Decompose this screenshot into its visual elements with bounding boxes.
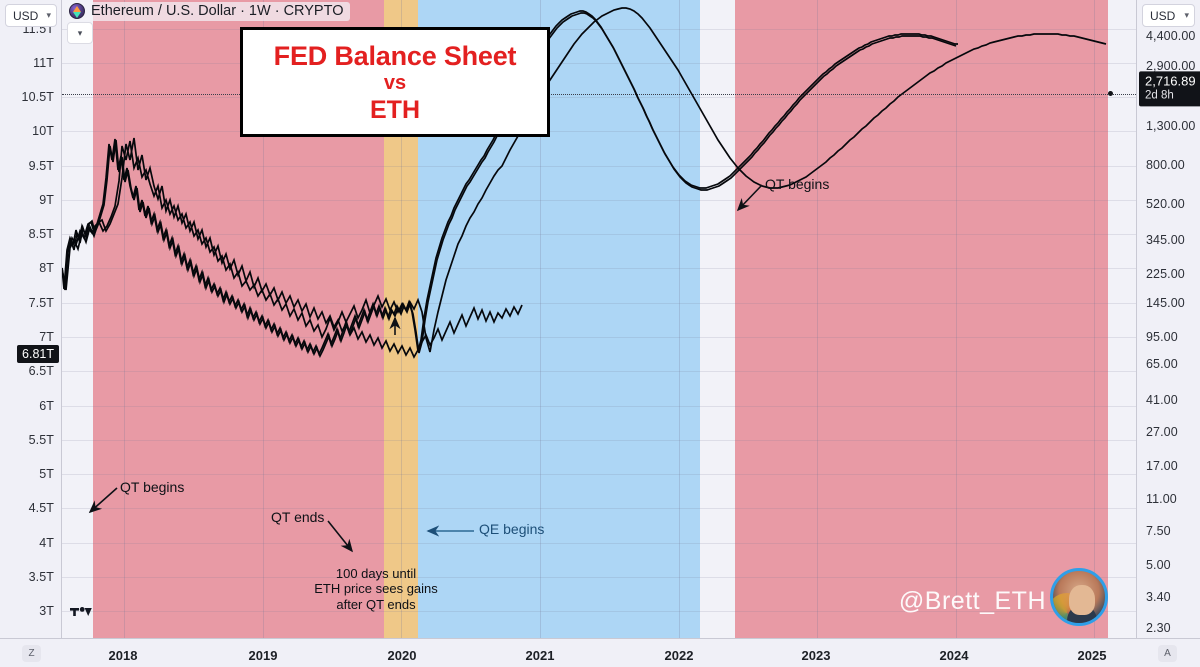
left-tick: 10.5T — [21, 90, 54, 104]
left-tick: 6.5T — [28, 364, 54, 378]
right-tick: 41.00 — [1146, 393, 1178, 407]
left-tick: 8.5T — [28, 227, 54, 241]
right-currency-label: USD — [1150, 8, 1176, 23]
tradingview-logo-icon — [70, 603, 94, 624]
annotation-100-days-l3: after QT ends — [336, 596, 416, 612]
right-tick: 17.00 — [1146, 459, 1178, 473]
price-crosshair-line — [62, 94, 1136, 95]
left-tick: 9.5T — [28, 159, 54, 173]
left-tick: 3T — [39, 604, 54, 618]
time-axis[interactable]: Z 2018 2019 2020 2021 2022 2023 2024 202… — [0, 638, 1200, 667]
date-label: 2019 — [248, 648, 278, 663]
annotation-qt-begins-2: QT begins — [765, 176, 830, 192]
left-tick: 7T — [39, 330, 54, 344]
symbol-title: Ethereum / U.S. Dollar · 1W · CRYPTO — [91, 3, 344, 19]
right-price-axis[interactable]: 4,400.00 2,900.00 2,000.00 2,716.89 2d 8… — [1136, 0, 1200, 638]
right-tick: 145.00 — [1146, 296, 1185, 310]
right-tick: 3.40 — [1146, 590, 1171, 604]
right-tick: 2.30 — [1146, 621, 1171, 635]
right-tick: 27.00 — [1146, 425, 1178, 439]
date-label: 2023 — [801, 648, 831, 663]
date-label: 2024 — [939, 648, 969, 663]
annotation-100-days-l2: ETH price sees gains — [314, 581, 438, 597]
shaded-region-qt-2 — [735, 0, 1108, 638]
chevron-down-icon: ▾ — [46, 10, 51, 20]
title-line-1: FED Balance Sheet — [273, 41, 517, 72]
title-line-2: vs — [383, 71, 407, 94]
date-label: 2025 — [1077, 648, 1107, 663]
left-tick: 3.5T — [28, 570, 54, 584]
last-price-marker — [1108, 91, 1113, 96]
right-price-countdown: 2d 8h — [1145, 89, 1174, 102]
left-tick: 9T — [39, 193, 54, 207]
left-currency-label: USD — [13, 8, 39, 23]
left-tick: 4T — [39, 536, 54, 550]
annotation-qt-ends: QT ends — [271, 509, 325, 525]
watermark-handle: @Brett_ETH — [898, 587, 1046, 615]
timezone-button[interactable]: Z — [22, 645, 41, 662]
log-scale-button[interactable]: A — [1158, 645, 1177, 662]
title-line-3: ETH — [370, 95, 420, 124]
left-currency-selector[interactable]: USD ▾ — [5, 4, 57, 27]
right-tick: 1,300.00 — [1146, 119, 1196, 133]
chevron-down-icon: ▾ — [77, 27, 83, 38]
right-tick: 345.00 — [1146, 233, 1185, 247]
eth-price-actual — [62, 137, 523, 359]
left-tick: 10T — [32, 124, 54, 138]
right-tick: 95.00 — [1146, 330, 1178, 344]
right-currency-selector[interactable]: USD ▾ — [1142, 4, 1195, 27]
profile-avatar-icon — [1050, 568, 1108, 626]
annotation-qe-begins: QE begins — [479, 521, 545, 537]
date-label: 2020 — [387, 648, 417, 663]
chart-legend-collapse-button[interactable]: ▾ — [67, 22, 93, 44]
right-tick: 2,900.00 — [1146, 59, 1196, 73]
left-tick: 5T — [39, 467, 54, 481]
right-tick: 800.00 — [1146, 158, 1185, 172]
left-tick: 4.5T — [28, 501, 54, 515]
left-price-axis[interactable]: 11.5T 11T 10.5T 10T 9.5T 9T 8.5T 8T 7.5T… — [0, 0, 62, 638]
title-card: FED Balance Sheet vs ETH — [240, 27, 550, 137]
date-label: 2018 — [108, 648, 138, 663]
annotation-qt-begins-1: QT begins — [120, 479, 185, 495]
chart-plot-area[interactable]: FED Balance Sheet vs ETH — [62, 0, 1136, 638]
right-tick: 520.00 — [1146, 197, 1185, 211]
ethereum-logo-icon — [69, 3, 85, 19]
right-tick: 225.00 — [1146, 267, 1185, 281]
eth-usd-line — [62, 7, 1107, 353]
left-tick: 6T — [39, 399, 54, 413]
right-tick: 5.00 — [1146, 558, 1171, 572]
right-tick: 7.50 — [1146, 524, 1171, 538]
date-label: 2022 — [664, 648, 694, 663]
right-price-value: 2,716.89 — [1145, 73, 1196, 89]
left-price-badge: 6.81T — [17, 345, 59, 363]
annotation-arrows — [88, 184, 763, 553]
left-tick: 8T — [39, 261, 54, 275]
symbol-legend[interactable]: Ethereum / U.S. Dollar · 1W · CRYPTO — [66, 2, 351, 21]
right-tick: 11.00 — [1146, 492, 1177, 506]
right-price-badge: 2,716.89 2d 8h — [1139, 71, 1200, 107]
date-label: 2021 — [525, 648, 555, 663]
left-tick: 7.5T — [28, 296, 54, 310]
right-tick: 65.00 — [1146, 357, 1178, 371]
annotation-100-days: 100 days until ETH price sees gains afte… — [287, 566, 465, 612]
left-tick: 5.5T — [28, 433, 54, 447]
left-tick: 11T — [33, 56, 54, 70]
annotation-100-days-l1: 100 days until — [335, 566, 417, 581]
chevron-down-icon: ▾ — [1184, 10, 1189, 20]
series-paths — [62, 7, 1107, 353]
right-tick: 4,400.00 — [1146, 29, 1196, 43]
